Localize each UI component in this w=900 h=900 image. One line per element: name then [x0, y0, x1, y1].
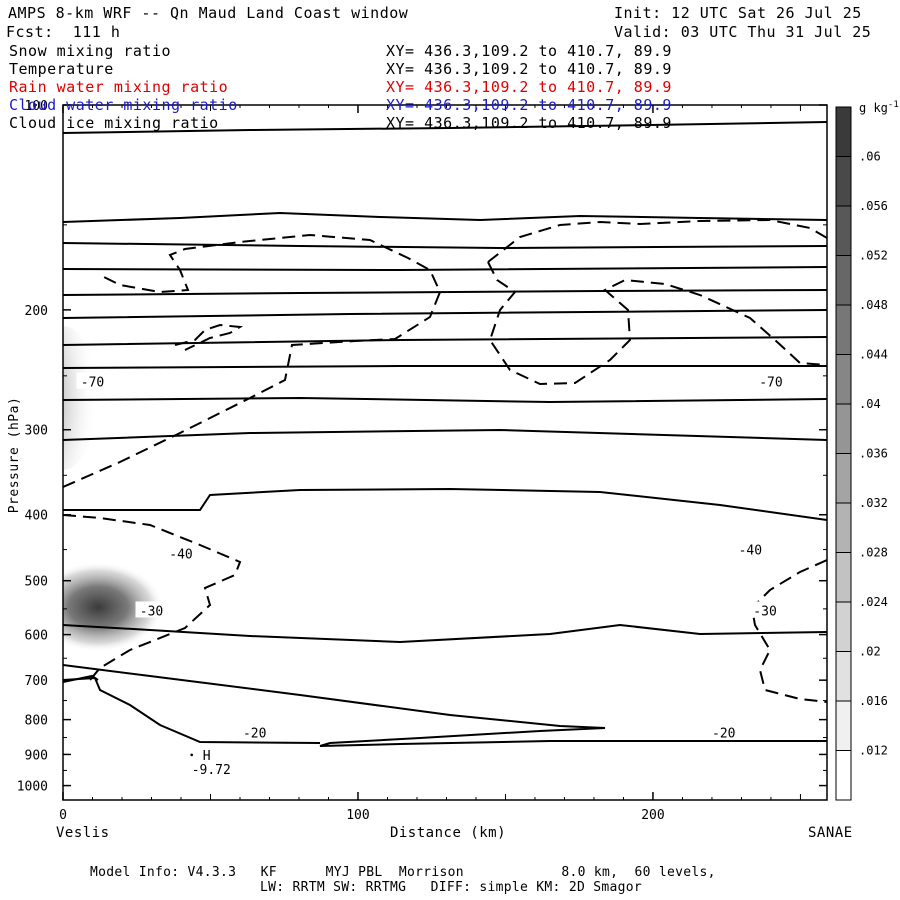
x-axis: 0 100 200: [59, 105, 801, 823]
temperature-contours: [63, 121, 827, 747]
field-xy: XY= 436.3,109.2 to 410.7, 89.9: [386, 78, 672, 96]
colorbar-label: .028: [859, 546, 888, 560]
cloud-ice-contours: [63, 218, 827, 703]
extremum-label: H: [203, 749, 211, 764]
y-tick-label: 200: [25, 304, 48, 319]
colorbar-bin: [835, 156, 852, 207]
colorbar-bin: [835, 502, 852, 553]
colorbar-bin: [835, 304, 852, 355]
snow-secondary-shading: [63, 326, 98, 470]
contour-label: -30: [140, 604, 163, 619]
contour-label: -40: [739, 544, 762, 559]
contour-label-bg: [76, 372, 109, 389]
plot-frame: [62, 104, 828, 801]
colorbar-label: .044: [859, 348, 888, 362]
colorbar-bin: [835, 205, 852, 256]
colorbar-label: .016: [859, 694, 888, 708]
contour-label-bg: [707, 723, 740, 740]
colorbar-label: .06: [859, 150, 881, 164]
colorbar-label: .04: [859, 397, 881, 411]
field-name: Snow mixing ratio: [9, 42, 172, 60]
colorbar-label: .024: [859, 595, 888, 609]
field-xy: XY= 436.3,109.2 to 410.7, 89.9: [386, 60, 672, 78]
colorbar-unit: g kg-1: [859, 100, 899, 115]
colorbar-bin: [835, 403, 852, 454]
contour-label-bg: [135, 601, 168, 618]
y-tick-label: 400: [25, 509, 48, 524]
field-xy: XY= 436.3,109.2 to 410.7, 89.9: [386, 114, 672, 132]
y-tick-label: 100: [25, 99, 48, 114]
x-tick-label: 200: [641, 808, 664, 823]
colorbar-bin: [835, 552, 852, 603]
title: AMPS 8-km WRF -- Qn Maud Land Coast wind…: [8, 4, 409, 22]
contour-label: -70: [759, 376, 782, 391]
extremum-marker: [190, 753, 193, 757]
field-xy: XY= 436.3,109.2 to 410.7, 89.9: [386, 42, 672, 60]
y-tick-label: 1000: [17, 780, 48, 795]
contour-label: -20: [712, 726, 735, 741]
contour-label: -70: [81, 376, 104, 391]
field-name: Temperature: [9, 60, 114, 78]
x-tick-label: 100: [346, 808, 369, 823]
contour-label: -20: [243, 726, 266, 741]
y-tick-label: 700: [25, 674, 48, 689]
y-tick-label: 800: [25, 714, 48, 729]
colorbar-label: .02: [859, 645, 881, 659]
colorbar-bin: [835, 453, 852, 504]
colorbar-label: .032: [859, 496, 888, 510]
colorbar-bin: [835, 255, 852, 306]
contour-label-bg: [749, 601, 782, 618]
contour-label-bg: [164, 544, 197, 561]
x-endpoint-right: SANAE: [808, 825, 853, 841]
colorbar-label: .036: [859, 447, 888, 461]
valid-time: Valid: 03 UTC Thu 31 Jul 25: [614, 23, 872, 41]
colorbar-bin: [835, 750, 852, 801]
colorbar-bin: [835, 106, 852, 157]
contour-label-bg: [734, 540, 767, 557]
colorbar-label: .048: [859, 298, 888, 312]
colorbar: g kg-1 .06 .056 .052 .048 .044 .04 .036 .032 .028…: [835, 100, 899, 801]
field-name: Cloud ice mixing ratio: [9, 114, 219, 132]
contour-label-bg: [238, 723, 271, 740]
colorbar-label: .056: [859, 199, 888, 213]
contour-label-bg: [754, 372, 787, 389]
colorbar-bin: [835, 700, 852, 751]
y-tick-label: 600: [25, 629, 48, 644]
colorbar-bin: [835, 601, 852, 652]
x-tick-label: 0: [59, 808, 67, 823]
extrema-markers: H-9.72: [190, 749, 231, 778]
contour-labels: -70 -70 -40 -40 -30 -30 -20 -20: [76, 372, 787, 741]
y-tick-label: 300: [25, 424, 48, 439]
colorbar-bin: [835, 354, 852, 405]
extremum-value: -9.72: [192, 763, 231, 778]
contour-label: -40: [169, 547, 192, 562]
colorbar-bin: [835, 651, 852, 702]
y-tick-label: 500: [25, 575, 48, 590]
y-axis-label: Pressure (hPa): [7, 397, 22, 514]
field-name: Cloud water mixing ratio: [9, 96, 238, 114]
x-endpoint-left: Veslis: [56, 825, 110, 841]
contour-label: -30: [753, 604, 776, 619]
field-name: Rain water mixing ratio: [9, 78, 229, 96]
footer-line-1: Model Info: V4.3.3 KF MYJ PBL Morrison 8…: [90, 865, 716, 880]
forecast-hour: Fcst: 111 h: [6, 23, 121, 41]
x-axis-label: Distance (km): [390, 825, 506, 841]
y-axis: 100 200 300 400 500 600 700 800 900 1000: [17, 99, 827, 801]
colorbar-label: .052: [859, 249, 888, 263]
colorbar-label: .012: [859, 744, 888, 758]
footer-line-2: LW: RRTM SW: RRTMG DIFF: simple KM: 2D S…: [260, 880, 642, 895]
init-time: Init: 12 UTC Sat 26 Jul 25: [614, 4, 862, 22]
y-tick-label: 900: [25, 748, 48, 763]
field-xy: XY= 436.3,109.2 to 410.7, 89.9: [386, 96, 672, 114]
